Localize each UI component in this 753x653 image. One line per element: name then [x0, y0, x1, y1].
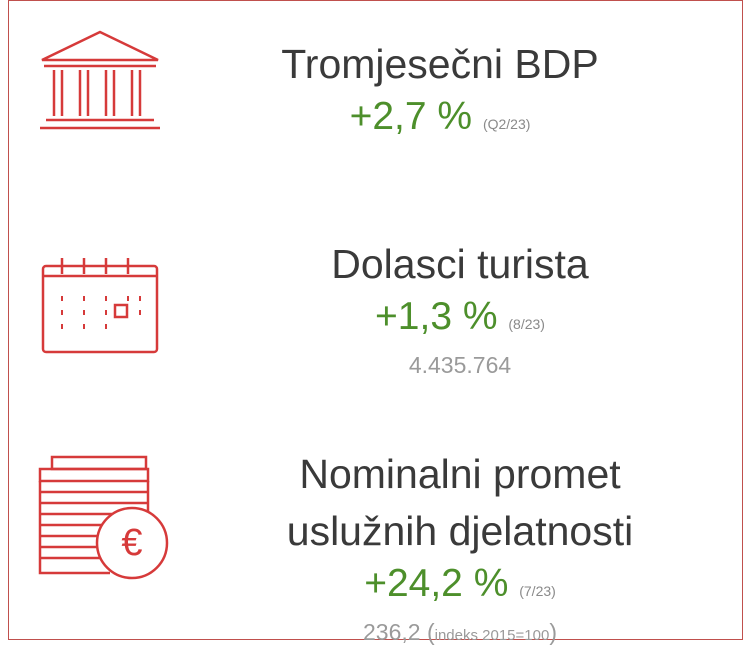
svg-text:€: € [121, 522, 142, 564]
item: Tromjesečni BDP +2,7 % (Q2/23) [220, 36, 660, 148]
item-extra: 236,2 (indeks 2015=100) [250, 615, 670, 653]
bank-icon [40, 30, 160, 130]
calendar-icon [41, 258, 159, 354]
item-title: Nominalni promet uslužnih djelatnosti [286, 451, 634, 554]
item-value-row: +24,2 % (7/23) [250, 560, 670, 615]
item: Dolasci turista +1,3 % (8/23) 4.435.764 [240, 236, 680, 382]
item-value: +24,2 % [364, 562, 509, 605]
item-extra-value: 236,2 ( [363, 619, 435, 645]
item-value: +1,3 % [375, 295, 498, 338]
item-title: Dolasci turista [331, 241, 589, 287]
item-extra-note: indeks 2015=100 [434, 627, 550, 644]
item-value-row: +1,3 % (8/23) [240, 293, 680, 348]
coins-icon: € [38, 455, 169, 580]
item-period: (Q2/23) [482, 116, 531, 132]
item: Nominalni promet uslužnih djelatnosti +2… [250, 446, 670, 653]
item-period: (8/23) [508, 316, 545, 332]
page: € {"items": [ {"title": "Tromjesečni BDP… [8, 0, 743, 645]
item-value: +2,7 % [349, 95, 473, 138]
item-value-row: +2,7 % (Q2/23) [220, 93, 660, 148]
icons: € [38, 30, 169, 580]
item-extra: 4.435.764 [408, 352, 512, 378]
item-period: (7/23) [519, 583, 556, 599]
item-extra-close: ) [549, 619, 557, 645]
item-title: Tromjesečni BDP [281, 41, 599, 87]
